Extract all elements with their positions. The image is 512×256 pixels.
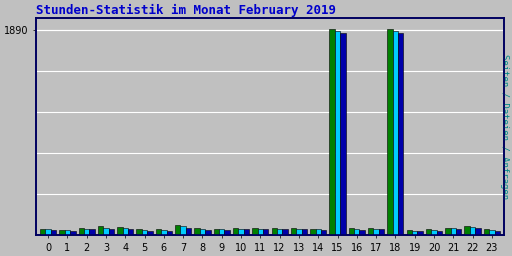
- Bar: [475, 228, 481, 235]
- Bar: [195, 228, 200, 235]
- Bar: [252, 228, 258, 235]
- Bar: [368, 228, 373, 235]
- Bar: [393, 31, 398, 235]
- Bar: [70, 231, 76, 235]
- Bar: [90, 229, 95, 235]
- Bar: [464, 226, 470, 235]
- Bar: [161, 230, 166, 235]
- Bar: [180, 226, 186, 235]
- Bar: [310, 229, 315, 235]
- Bar: [359, 230, 365, 235]
- Y-axis label: Seiten / Dateien / Anfragen: Seiten / Dateien / Anfragen: [500, 54, 508, 199]
- Bar: [302, 229, 307, 235]
- Bar: [445, 228, 451, 235]
- Bar: [59, 230, 65, 235]
- Bar: [329, 29, 335, 235]
- Bar: [263, 229, 268, 235]
- Bar: [495, 231, 500, 235]
- Bar: [109, 229, 114, 235]
- Bar: [340, 33, 346, 235]
- Bar: [186, 228, 191, 235]
- Bar: [291, 228, 296, 235]
- Bar: [117, 227, 122, 235]
- Bar: [98, 226, 103, 235]
- Bar: [271, 228, 277, 235]
- Bar: [214, 229, 219, 235]
- Bar: [426, 229, 431, 235]
- Bar: [321, 230, 326, 235]
- Bar: [398, 33, 403, 235]
- Bar: [373, 229, 379, 235]
- Bar: [354, 229, 359, 235]
- Bar: [379, 229, 384, 235]
- Bar: [484, 229, 489, 235]
- Bar: [244, 229, 249, 235]
- Bar: [166, 231, 172, 235]
- Bar: [277, 229, 282, 235]
- Text: Stunden-Statistik im Monat February 2019: Stunden-Statistik im Monat February 2019: [36, 4, 335, 17]
- Bar: [407, 230, 412, 235]
- Bar: [40, 229, 46, 235]
- Bar: [417, 231, 423, 235]
- Bar: [258, 229, 263, 235]
- Bar: [205, 230, 210, 235]
- Bar: [349, 228, 354, 235]
- Bar: [315, 229, 321, 235]
- Bar: [219, 229, 224, 235]
- Bar: [296, 229, 302, 235]
- Bar: [489, 230, 495, 235]
- Bar: [470, 227, 475, 235]
- Bar: [46, 229, 51, 235]
- Bar: [437, 231, 442, 235]
- Bar: [224, 230, 230, 235]
- Bar: [282, 229, 288, 235]
- Bar: [65, 230, 70, 235]
- Bar: [456, 229, 461, 235]
- Bar: [128, 229, 134, 235]
- Bar: [451, 228, 456, 235]
- Bar: [233, 228, 239, 235]
- Bar: [79, 228, 84, 235]
- Bar: [122, 228, 128, 235]
- Bar: [84, 229, 90, 235]
- Bar: [175, 225, 180, 235]
- Bar: [137, 229, 142, 235]
- Bar: [103, 228, 109, 235]
- Bar: [51, 230, 56, 235]
- Bar: [200, 229, 205, 235]
- Bar: [387, 29, 393, 235]
- Bar: [431, 230, 437, 235]
- Bar: [412, 231, 417, 235]
- Bar: [147, 231, 153, 235]
- Bar: [239, 229, 244, 235]
- Bar: [156, 229, 161, 235]
- Bar: [142, 230, 147, 235]
- Bar: [335, 31, 340, 235]
